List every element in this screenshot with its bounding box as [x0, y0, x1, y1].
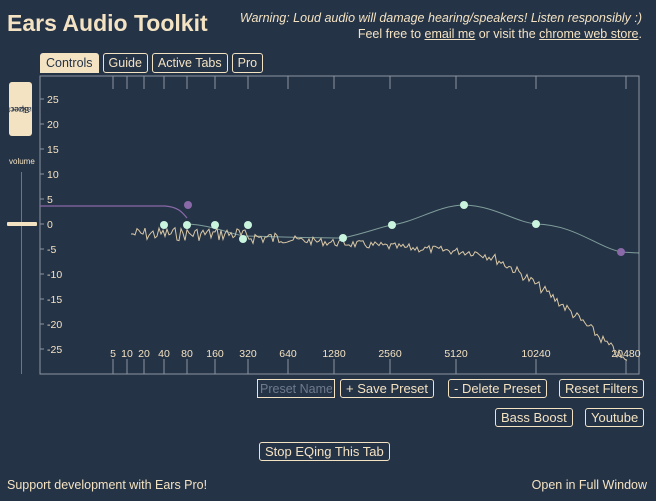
filter-point [239, 235, 247, 243]
y-tick-label: -25 [47, 344, 62, 356]
app-title: Ears Audio Toolkit [7, 10, 208, 36]
filter-point [183, 221, 191, 229]
filter-point [211, 221, 219, 229]
eq-response-curve [186, 204, 640, 254]
x-tick-label: 10240 [521, 348, 550, 360]
y-tick-label: 5 [47, 194, 53, 206]
reset-filters-button[interactable]: Reset Filters [559, 379, 644, 398]
x-tick-label: 2560 [378, 348, 402, 360]
y-tick-label: 10 [47, 169, 59, 181]
tab-active-tabs[interactable]: Active Tabs [151, 53, 228, 73]
tab-pro[interactable]: Pro [231, 53, 264, 73]
spectrum-line [130, 226, 628, 361]
y-tick-label: 0 [47, 219, 53, 231]
tab-guide[interactable]: Guide [102, 53, 148, 73]
email-link[interactable]: email me [424, 27, 476, 41]
stop-eq-button[interactable]: Stop EQing This Tab [259, 442, 390, 461]
warning-text: Warning: Loud audio will damage hearing/… [239, 11, 642, 25]
volume-label: volume [9, 157, 35, 166]
filter-point [339, 234, 347, 242]
save-preset-button[interactable]: + Save Preset [340, 379, 435, 398]
filter-point [532, 220, 540, 228]
x-tick-label: 20 [138, 348, 150, 360]
volume-slider-track[interactable] [21, 172, 22, 374]
x-tick-label: 640 [279, 348, 297, 360]
filter-point [388, 221, 396, 229]
graph-frame [39, 75, 640, 375]
spectrum-visualizer-button[interactable]: SpectrumVisualizer [0, 82, 48, 136]
tab-controls[interactable]: Controls [40, 53, 99, 73]
filter-point [244, 221, 252, 229]
x-tick-label: 320 [239, 348, 257, 360]
x-tick-label: 40 [158, 348, 170, 360]
y-tick-label: -15 [47, 294, 62, 306]
filter-point [160, 221, 168, 229]
tab-bar: Controls Guide Active Tabs Pro [40, 53, 264, 73]
bass-boost-button[interactable]: Bass Boost [495, 408, 573, 427]
low-shelf-curve [40, 205, 188, 219]
volume-slider-handle[interactable] [7, 222, 37, 226]
open-full-window-link[interactable]: Open in Full Window [531, 478, 647, 492]
youtube-button[interactable]: Youtube [585, 408, 645, 427]
x-tick-label: 5 [110, 348, 116, 360]
y-tick-label: 20 [47, 119, 59, 131]
x-tick-label: 10 [121, 348, 133, 360]
preset-name-input[interactable] [257, 379, 335, 398]
y-tick-label: 25 [47, 94, 59, 106]
x-tick-label: 160 [206, 348, 224, 360]
contact-line: Feel free to email me or visit the chrom… [357, 27, 642, 41]
x-tick-label: 20480 [611, 348, 640, 360]
filter-point [460, 201, 468, 209]
high-shelf-point [617, 248, 625, 256]
low-shelf-point [184, 201, 192, 209]
delete-preset-button[interactable]: - Delete Preset [448, 379, 547, 398]
y-tick-label: -5 [47, 244, 56, 256]
y-tick-label: -20 [47, 319, 62, 331]
y-tick-label: 15 [47, 144, 59, 156]
x-tick-label: 5120 [444, 348, 468, 360]
chrome-store-link[interactable]: chrome web store [539, 27, 639, 41]
y-tick-label: -10 [47, 269, 62, 281]
x-tick-label: 80 [181, 348, 193, 360]
warning-block: Warning: Loud audio will damage hearing/… [240, 10, 642, 42]
support-link[interactable]: Support development with Ears Pro! [7, 478, 208, 492]
x-tick-label: 1280 [322, 348, 346, 360]
